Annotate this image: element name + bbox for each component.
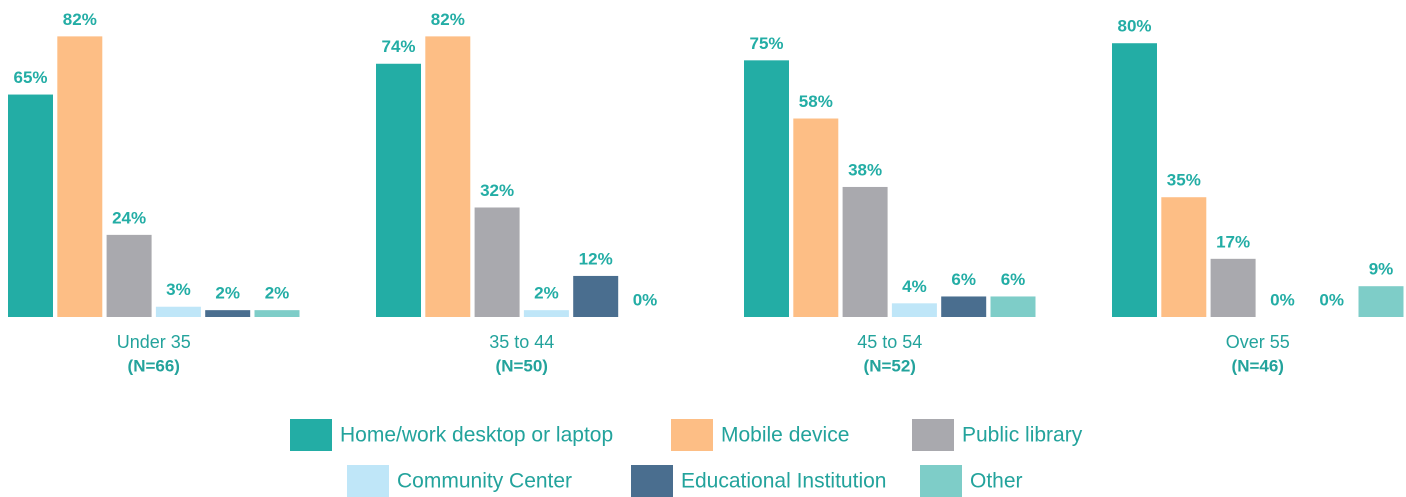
value-label: 6%	[951, 270, 976, 289]
sample-size: (N=66)	[128, 356, 180, 375]
value-label: 75%	[749, 34, 783, 53]
x-tick-label: Under 35	[117, 332, 191, 352]
value-label: 4%	[902, 277, 927, 296]
bar	[1210, 258, 1256, 317]
bar	[573, 275, 619, 317]
value-label: 0%	[1270, 290, 1295, 309]
legend-label: Community Center	[397, 470, 572, 493]
x-tick-label: 45 to 54	[857, 332, 922, 352]
sample-size: (N=52)	[864, 356, 916, 375]
bar	[744, 60, 789, 317]
value-label: 58%	[799, 92, 833, 111]
bar	[376, 63, 421, 317]
bar	[793, 118, 839, 317]
value-label: 24%	[112, 208, 146, 227]
bar	[1161, 197, 1207, 317]
legend-label: Mobile device	[721, 424, 849, 447]
value-label: 6%	[1001, 270, 1026, 289]
value-label: 82%	[431, 10, 465, 29]
sample-size: (N=46)	[1232, 356, 1284, 375]
legend-swatch	[631, 465, 673, 497]
sample-size: (N=50)	[496, 356, 548, 375]
bar	[205, 310, 251, 317]
value-label: 65%	[13, 68, 47, 87]
legend-label: Other	[970, 470, 1023, 493]
value-label: 12%	[579, 249, 613, 268]
bar	[990, 296, 1036, 317]
bar	[57, 36, 103, 317]
value-label: 2%	[534, 284, 559, 303]
bar	[106, 234, 152, 317]
x-tick-label: 35 to 44	[489, 332, 554, 352]
legend-swatch	[912, 419, 954, 451]
bar	[523, 310, 569, 317]
value-label: 2%	[215, 284, 240, 303]
bar	[425, 36, 471, 317]
bar	[1112, 43, 1157, 317]
bar	[474, 207, 520, 317]
legend-label: Home/work desktop or laptop	[340, 424, 613, 447]
bar	[155, 306, 201, 317]
legend-label: Educational Institution	[681, 470, 886, 493]
value-label: 0%	[633, 290, 658, 309]
legend-swatch	[671, 419, 713, 451]
bar	[8, 94, 53, 317]
value-label: 38%	[848, 160, 882, 179]
legend-label: Public library	[962, 424, 1083, 447]
value-label: 17%	[1216, 232, 1250, 251]
bar	[891, 303, 937, 317]
value-label: 3%	[166, 280, 191, 299]
value-label: 80%	[1117, 17, 1151, 36]
x-tick-label: Over 55	[1226, 332, 1290, 352]
value-label: 32%	[480, 181, 514, 200]
value-label: 9%	[1369, 260, 1394, 279]
legend-swatch	[920, 465, 962, 497]
legend-swatch	[290, 419, 332, 451]
value-label: 74%	[381, 37, 415, 56]
bar	[941, 296, 987, 317]
value-label: 2%	[265, 284, 290, 303]
bar	[842, 186, 888, 317]
bar	[1358, 286, 1404, 317]
bar	[254, 310, 300, 317]
value-label: 0%	[1319, 290, 1344, 309]
value-label: 82%	[63, 10, 97, 29]
value-label: 35%	[1167, 171, 1201, 190]
legend-swatch	[347, 465, 389, 497]
